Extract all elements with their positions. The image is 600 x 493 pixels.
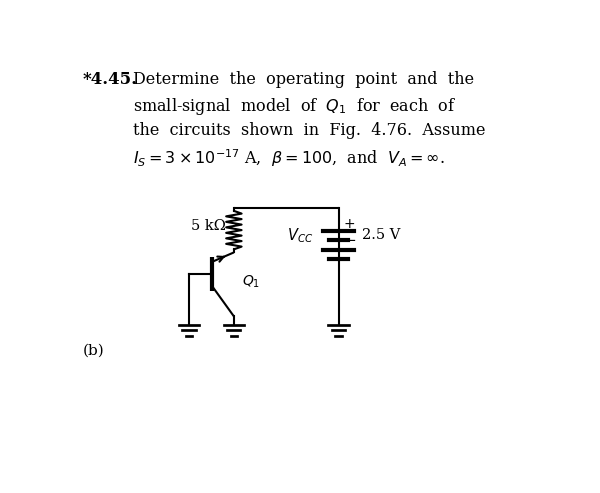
Text: $Q_1$: $Q_1$ [242, 274, 260, 290]
Text: −: − [343, 233, 356, 248]
Text: small-signal  model  of  $Q_1$  for  each  of: small-signal model of $Q_1$ for each of [133, 96, 457, 117]
Text: 2.5 V: 2.5 V [362, 228, 400, 243]
Text: Determine  the  operating  point  and  the: Determine the operating point and the [133, 70, 474, 88]
Text: the  circuits  shown  in  Fig.  4.76.  Assume: the circuits shown in Fig. 4.76. Assume [133, 122, 485, 139]
Text: (b): (b) [83, 344, 104, 358]
Text: *4.45.: *4.45. [83, 70, 138, 88]
Text: +: + [343, 217, 355, 231]
Text: $I_S = 3 \times 10^{-17}$ A,  $\beta = 100$,  and  $V_A = \infty$.: $I_S = 3 \times 10^{-17}$ A, $\beta = 10… [133, 147, 445, 169]
Text: $V_{CC}$: $V_{CC}$ [287, 226, 314, 245]
Text: 5 kΩ: 5 kΩ [191, 219, 226, 233]
